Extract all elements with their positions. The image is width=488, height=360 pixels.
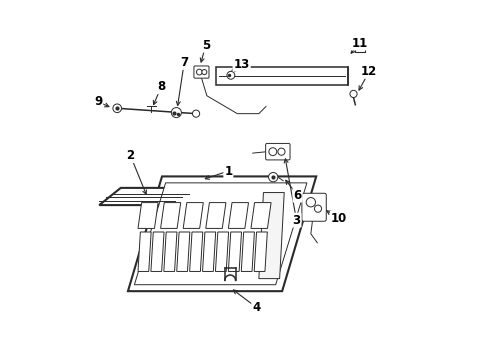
Polygon shape <box>215 67 348 85</box>
Polygon shape <box>258 193 284 279</box>
Circle shape <box>226 71 234 79</box>
Polygon shape <box>134 183 306 285</box>
Polygon shape <box>250 203 270 228</box>
Polygon shape <box>128 176 316 291</box>
Text: 5: 5 <box>201 39 209 52</box>
Polygon shape <box>215 232 228 271</box>
Text: 4: 4 <box>252 301 260 314</box>
Polygon shape <box>205 203 225 228</box>
Polygon shape <box>151 232 163 271</box>
Text: 6: 6 <box>293 189 301 202</box>
Polygon shape <box>138 203 158 228</box>
Text: 13: 13 <box>233 58 249 71</box>
Polygon shape <box>176 232 189 271</box>
Polygon shape <box>183 203 203 228</box>
Circle shape <box>171 108 181 118</box>
Polygon shape <box>163 232 177 271</box>
Circle shape <box>268 148 276 156</box>
FancyBboxPatch shape <box>194 66 208 78</box>
Text: 9: 9 <box>94 95 102 108</box>
Text: 10: 10 <box>330 212 346 225</box>
Circle shape <box>268 172 277 182</box>
Circle shape <box>196 69 202 75</box>
Text: 12: 12 <box>361 65 377 78</box>
Text: 8: 8 <box>157 80 165 93</box>
Polygon shape <box>228 203 248 228</box>
Circle shape <box>192 110 199 117</box>
Circle shape <box>314 205 321 212</box>
FancyBboxPatch shape <box>301 193 325 221</box>
Circle shape <box>277 148 285 155</box>
Polygon shape <box>228 232 241 271</box>
Polygon shape <box>99 188 196 205</box>
Polygon shape <box>254 232 267 271</box>
Polygon shape <box>241 232 254 271</box>
Circle shape <box>113 104 121 113</box>
Text: 11: 11 <box>351 36 367 50</box>
Polygon shape <box>138 232 151 271</box>
Circle shape <box>349 90 356 98</box>
Circle shape <box>202 69 206 75</box>
Text: 7: 7 <box>180 56 188 69</box>
Text: 3: 3 <box>292 214 300 227</box>
Polygon shape <box>160 203 181 228</box>
Text: 2: 2 <box>126 149 134 162</box>
Polygon shape <box>189 232 203 271</box>
Polygon shape <box>202 232 215 271</box>
Text: 1: 1 <box>224 165 232 177</box>
FancyBboxPatch shape <box>265 143 289 160</box>
Circle shape <box>305 198 315 207</box>
